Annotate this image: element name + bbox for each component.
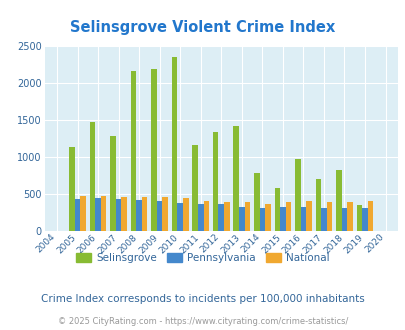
Bar	[285, 202, 290, 231]
Text: © 2025 CityRating.com - https://www.cityrating.com/crime-statistics/: © 2025 CityRating.com - https://www.city…	[58, 317, 347, 326]
Bar	[90, 121, 95, 231]
Bar	[361, 209, 367, 231]
Text: Selinsgrove Violent Crime Index: Selinsgrove Violent Crime Index	[70, 20, 335, 35]
Bar	[239, 207, 244, 231]
Bar	[294, 159, 300, 231]
Bar	[69, 148, 75, 231]
Bar	[305, 201, 311, 231]
Bar	[151, 69, 156, 231]
Text: Crime Index corresponds to incidents per 100,000 inhabitants: Crime Index corresponds to incidents per…	[41, 294, 364, 304]
Bar	[279, 207, 285, 231]
Bar	[130, 71, 136, 231]
Bar	[264, 204, 270, 231]
Bar	[198, 204, 203, 231]
Bar	[75, 199, 80, 231]
Bar	[315, 179, 320, 231]
Bar	[244, 202, 249, 231]
Bar	[356, 205, 361, 231]
Bar	[274, 188, 279, 231]
Bar	[259, 208, 264, 231]
Bar	[156, 201, 162, 231]
Bar	[183, 198, 188, 231]
Bar	[121, 197, 127, 231]
Bar	[300, 207, 305, 231]
Bar	[95, 198, 100, 231]
Bar	[192, 145, 198, 231]
Bar	[218, 204, 224, 231]
Bar	[203, 201, 209, 231]
Bar	[320, 208, 326, 231]
Bar	[110, 136, 115, 231]
Bar	[341, 208, 346, 231]
Bar	[335, 170, 341, 231]
Bar	[80, 196, 85, 231]
Bar	[177, 203, 183, 231]
Bar	[224, 202, 229, 231]
Bar	[233, 126, 239, 231]
Bar	[162, 197, 168, 231]
Bar	[142, 197, 147, 231]
Bar	[326, 202, 331, 231]
Bar	[346, 202, 352, 231]
Bar	[171, 57, 177, 231]
Bar	[213, 132, 218, 231]
Bar	[100, 196, 106, 231]
Legend: Selinsgrove, Pennsylvania, National: Selinsgrove, Pennsylvania, National	[72, 249, 333, 267]
Bar	[115, 199, 121, 231]
Bar	[136, 200, 142, 231]
Bar	[367, 201, 373, 231]
Bar	[254, 173, 259, 231]
